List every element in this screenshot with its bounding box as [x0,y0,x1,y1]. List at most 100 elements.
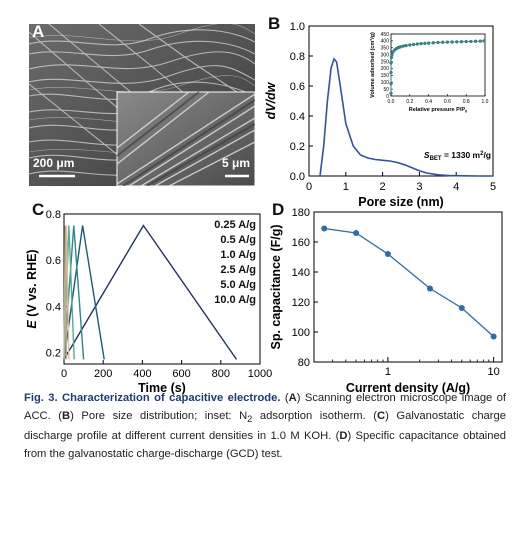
caption-part-b-text: Pore size distribution; inset: N [81,409,248,422]
caption-part-b-sub: 2 [247,413,253,424]
gcd-curve-0 [63,224,238,360]
x-tick-label: 5 [490,181,496,193]
isotherm-point [473,39,478,43]
isotherm-point [423,41,427,46]
y-axis-label: E (V vs. RHE) [25,249,39,328]
y-tick-label: 0.4 [46,301,61,313]
isotherm-point [411,42,416,47]
isotherm-point [391,50,395,54]
x-tick-label: 1000 [248,368,272,380]
inset-x-tick-label: 0.8 [463,99,470,105]
inset-y-tick-label: 250 [381,59,390,65]
caption-part-b-letter: B [62,409,71,422]
inset-y-tick-label: 300 [381,52,390,58]
x-axis-label: Current density (A/g) [346,381,470,395]
bet-annotation-sup: 2 [480,151,484,157]
y-tick-label: 0.8 [46,209,61,221]
pore-size-curve [319,57,493,177]
isotherm-point [390,53,394,57]
gcd-curve-2 [63,225,85,360]
chart-pore-size: 0 1 2 3 4 5 0.0 0.2 0.4 0.6 0.8 1.0 Pore size (nm) dV… [264,21,496,209]
isotherm-point [389,81,393,86]
y-axis-label-rest: (V vs. RHE) [25,249,39,320]
y-axis-label-italic: E [25,320,39,329]
legend-label: 10.0 A/g [214,294,256,306]
isotherm-point [469,39,473,44]
isotherm-point [426,41,431,45]
inset-x-tick-label: 0.4 [425,99,432,105]
x-tick-label: 4 [453,181,459,193]
x-axis-label: Time (s) [138,381,186,395]
capacitance-point [353,230,360,236]
legend-label: 0.5 A/g [220,234,256,246]
isotherm-point [436,40,440,45]
y-tick-label: 1.0 [290,21,305,33]
x-tick-label: 1 [343,181,349,193]
isotherm-point [398,45,403,49]
isotherm-point [459,40,464,44]
inset-x-axis-label-main: Relative pressure P/P [409,107,466,113]
inset-y-tick-label: 450 [381,32,390,38]
inset-y-tick-label: 50 [383,87,389,93]
panel-label-d: D [272,200,285,219]
y-tick-label: 0.2 [290,141,305,153]
isotherm-point [478,39,482,43]
x-tick-label: 600 [172,368,190,380]
y-tick-label: 0.2 [46,347,61,359]
isotherm-point [389,61,393,65]
isotherm-point [404,43,408,48]
x-tick-label: 10 [488,366,500,378]
isotherm-point [408,43,412,47]
isotherm-point [464,39,468,44]
caption-title: Fig. 3. Characterization of capacitive e… [24,392,281,404]
isotherm-point [389,70,393,75]
plot-frame [313,211,503,363]
caption-part-a-text: Scanning electron microscope image of AC… [24,392,507,422]
inset-y-tick-label: 0 [386,94,389,100]
x-tick-label: 2 [380,181,386,193]
inset-y-tick-label: 400 [381,39,390,45]
y-axis-label: Sp. capacitance (F/g) [269,224,283,349]
scale-bar-label-main: 200 μm [33,156,75,170]
gcd-curve-5 [63,225,68,360]
isotherm-point [482,39,486,43]
inset-y-tick-label: 100 [381,80,390,86]
isotherm-point [415,42,419,46]
x-tick-label: 3 [416,181,422,193]
x-tick-label: 0 [61,368,67,380]
isotherm-point [445,40,450,44]
inset-x-axis-label-sub: 0 [465,109,468,114]
y-tick-label: 140 [292,267,310,279]
isotherm-point [431,41,435,45]
y-tick-label: 0.0 [290,171,305,183]
plot-frame [308,25,494,177]
isotherm-point [450,40,454,44]
isotherm-point [441,40,445,44]
bet-annotation: SBET = 1330 m2/g [424,150,491,162]
caption-part-d-text: Specific capacitance obtained from the g… [24,430,506,460]
panel-label-b: B [268,14,281,33]
y-tick-label: 160 [292,237,310,249]
x-tick-label: 1 [385,366,391,378]
y-tick-label: 120 [292,297,310,309]
x-tick-label: 800 [212,368,230,380]
inset-x-tick-label: 0.6 [444,99,451,105]
legend-label: 2.5 A/g [220,264,256,276]
sem-image: 200 μm 5 μm [29,24,255,186]
isotherm-point [389,91,393,95]
x-tick-label: 0 [306,181,312,193]
x-axis-label: Pore size (nm) [358,195,443,209]
isotherm-point [401,44,405,48]
gcd-curve-1 [63,225,105,360]
bet-annotation-tail: /g [483,150,491,160]
inset-x-tick-label: 1.0 [482,99,489,105]
caption-part-c-text: Galvanostatic charge discharge profile a… [24,409,506,443]
isotherm-point [389,55,394,60]
caption-part-b-tail: adsorption isotherm. [252,409,366,422]
inset-y-tick-label: 350 [381,46,390,52]
bet-annotation-main: S [424,150,430,160]
y-tick-label: 80 [298,357,310,369]
scale-bar-label-inset: 5 μm [222,156,251,170]
x-tick-label: 200 [94,368,112,380]
sem-fiber-texture [29,24,255,186]
